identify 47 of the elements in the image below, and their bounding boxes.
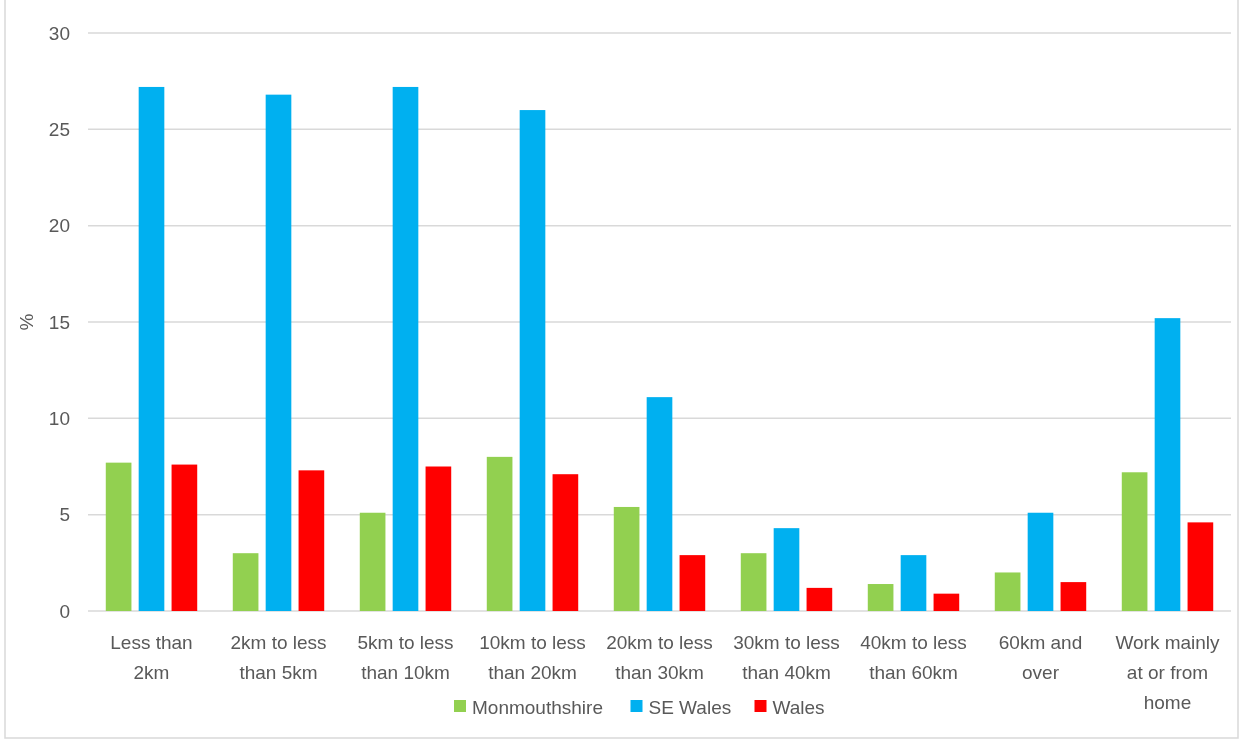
bar <box>171 464 198 611</box>
bar <box>994 572 1021 611</box>
legend-label: Monmouthshire <box>472 696 603 718</box>
bar <box>519 110 546 611</box>
bar <box>740 553 767 611</box>
bar <box>933 593 960 611</box>
bar <box>265 94 292 611</box>
y-tick-label: 15 <box>48 311 70 333</box>
bar <box>425 466 452 611</box>
bar <box>138 86 165 611</box>
bar <box>773 528 800 611</box>
bar <box>1027 512 1054 611</box>
bar <box>900 555 927 611</box>
x-tick-label: 40km to less than 60km <box>860 632 967 683</box>
y-tick-label: 10 <box>48 407 70 429</box>
legend-label: Wales <box>772 696 825 718</box>
bar <box>613 506 640 611</box>
bar <box>392 86 419 611</box>
x-tick-label: Work mainly at or from home <box>1115 632 1221 713</box>
x-tick-label: 20km to less than 30km <box>606 632 713 683</box>
bar <box>359 512 386 611</box>
x-tick-label: 60km and over <box>998 632 1083 683</box>
x-tick-label: 2km to less than 5km <box>230 632 327 683</box>
y-tick-label: 25 <box>48 118 70 140</box>
bar <box>679 555 706 611</box>
bar <box>867 584 894 611</box>
y-tick-label: 30 <box>48 22 70 44</box>
bar <box>1121 472 1148 611</box>
bar <box>806 587 833 611</box>
bar <box>232 553 259 611</box>
y-tick-label: 0 <box>59 600 70 622</box>
bar <box>298 470 325 611</box>
x-tick-label: 10km to less than 20km <box>479 632 586 683</box>
bar <box>646 397 673 611</box>
x-tick-label: 30km to less than 40km <box>733 632 840 683</box>
y-tick-label: 20 <box>48 215 70 237</box>
y-axis-title: % <box>16 313 37 331</box>
y-tick-label: 5 <box>59 504 70 526</box>
bar <box>1060 582 1087 611</box>
bar <box>552 474 579 611</box>
bar <box>1187 522 1214 611</box>
legend-label: SE Wales <box>648 696 732 718</box>
x-tick-label: Less than 2km <box>110 632 193 683</box>
bar <box>105 462 132 611</box>
bar <box>1154 318 1181 611</box>
bar <box>486 456 513 611</box>
x-tick-label: 5km to less than 10km <box>357 632 454 683</box>
